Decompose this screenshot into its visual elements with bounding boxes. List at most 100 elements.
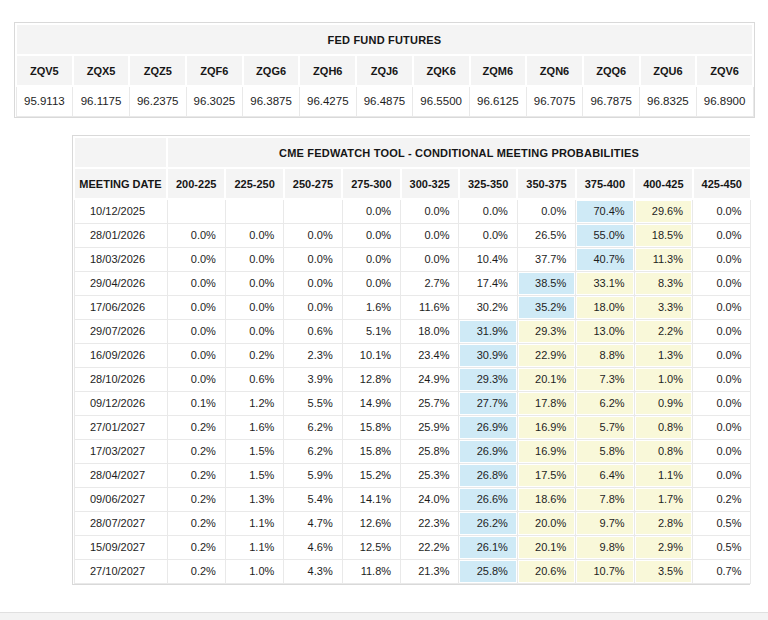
futures-price-cell: 96.7875 <box>583 86 640 116</box>
probability-cell: 15.2% <box>342 463 400 487</box>
probability-cell: 1.3% <box>225 487 283 511</box>
probability-cell: 16.9% <box>517 439 575 463</box>
probability-cell: 38.5% <box>517 271 575 295</box>
futures-symbol-header: ZQM6 <box>470 55 527 86</box>
meeting-row: 10/12/20250.0%0.0%0.0%0.0%70.4%29.6%0.0% <box>74 199 751 223</box>
probability-cell: 0.8% <box>634 439 692 463</box>
meeting-row: 09/06/20270.2%1.3%5.4%14.1%24.0%26.6%18.… <box>74 487 751 511</box>
probability-cell: 0.0% <box>167 319 225 343</box>
probability-cell: 0.0% <box>284 295 342 319</box>
probability-cell: 25.8% <box>401 439 459 463</box>
futures-price-cell: 96.3875 <box>243 86 300 116</box>
meeting-date-cell: 18/03/2026 <box>74 247 167 271</box>
fed-fund-futures-table: FED FUND FUTURES ZQV5ZQX5ZQZ5ZQF6ZQG6ZQH… <box>14 22 755 118</box>
probability-cell: 26.9% <box>459 415 517 439</box>
probability-cell: 4.6% <box>284 535 342 559</box>
meeting-date-cell: 28/10/2026 <box>74 367 167 391</box>
probability-cell: 7.8% <box>576 487 634 511</box>
probability-cell: 0.0% <box>167 367 225 391</box>
probability-cell: 20.6% <box>517 559 575 583</box>
probability-cell: 1.5% <box>225 439 283 463</box>
probability-cell: 35.2% <box>517 295 575 319</box>
probability-cell: 5.8% <box>576 439 634 463</box>
probability-cell: 29.3% <box>517 319 575 343</box>
probability-cell: 11.3% <box>634 247 692 271</box>
meeting-date-cell: 29/07/2026 <box>74 319 167 343</box>
probability-cell: 0.0% <box>225 223 283 247</box>
probability-cell: 1.1% <box>634 463 692 487</box>
probability-cell: 0.2% <box>167 559 225 583</box>
probability-cell: 30.9% <box>459 343 517 367</box>
probability-cell: 1.6% <box>225 415 283 439</box>
probability-cell: 26.1% <box>459 535 517 559</box>
probability-cell: 33.1% <box>576 271 634 295</box>
probability-cell: 6.2% <box>576 391 634 415</box>
probability-cell: 22.9% <box>517 343 575 367</box>
probability-cell: 0.0% <box>167 247 225 271</box>
probability-cell: 22.3% <box>401 511 459 535</box>
probability-cell: 1.6% <box>342 295 400 319</box>
probability-cell: 23.4% <box>401 343 459 367</box>
probability-cell: 6.2% <box>284 415 342 439</box>
probability-cell <box>225 199 283 223</box>
probability-cell: 11.8% <box>342 559 400 583</box>
probability-cell: 37.7% <box>517 247 575 271</box>
probability-cell: 1.3% <box>634 343 692 367</box>
meeting-row: 17/03/20270.2%1.5%6.2%15.8%25.8%26.9%16.… <box>74 439 751 463</box>
page: FED FUND FUTURES ZQV5ZQX5ZQZ5ZQF6ZQG6ZQH… <box>0 0 768 620</box>
futures-table-title: FED FUND FUTURES <box>16 24 753 55</box>
probability-cell: 15.8% <box>342 439 400 463</box>
futures-price-cell: 96.3025 <box>186 86 243 116</box>
futures-symbol-header: ZQV5 <box>16 55 73 86</box>
probability-cell: 1.0% <box>634 367 692 391</box>
probability-cell: 0.0% <box>401 247 459 271</box>
probability-cell: 18.0% <box>401 319 459 343</box>
probability-cell: 5.4% <box>284 487 342 511</box>
rate-range-header: 225-250 <box>225 168 283 199</box>
futures-table: FED FUND FUTURES ZQV5ZQX5ZQZ5ZQF6ZQG6ZQH… <box>15 23 754 117</box>
probability-cell: 1.5% <box>225 463 283 487</box>
futures-symbol-header: ZQJ6 <box>356 55 413 86</box>
fedwatch-title-row: CME FEDWATCH TOOL - CONDITIONAL MEETING … <box>74 137 751 168</box>
probability-cell: 24.9% <box>401 367 459 391</box>
probability-cell: 0.8% <box>634 415 692 439</box>
probability-cell: 0.2% <box>167 535 225 559</box>
probability-cell: 0.0% <box>225 295 283 319</box>
rate-range-header: 375-400 <box>576 168 634 199</box>
meeting-row: 27/01/20270.2%1.6%6.2%15.8%25.9%26.9%16.… <box>74 415 751 439</box>
meeting-row: 29/04/20260.0%0.0%0.0%0.0%2.7%17.4%38.5%… <box>74 271 751 295</box>
probability-cell: 17.4% <box>459 271 517 295</box>
probability-cell: 0.2% <box>167 439 225 463</box>
probability-cell: 8.8% <box>576 343 634 367</box>
probability-cell: 0.0% <box>693 271 751 295</box>
probability-cell: 26.9% <box>459 439 517 463</box>
probability-cell: 0.0% <box>284 271 342 295</box>
probability-cell: 11.6% <box>401 295 459 319</box>
probability-cell: 18.0% <box>576 295 634 319</box>
futures-price-cell: 95.9113 <box>16 86 73 116</box>
rate-range-header: 275-300 <box>342 168 400 199</box>
probability-cell: 0.0% <box>459 199 517 223</box>
probability-cell: 0.0% <box>284 247 342 271</box>
probability-cell: 24.0% <box>401 487 459 511</box>
futures-symbol-header: ZQZ5 <box>129 55 186 86</box>
probability-cell: 20.0% <box>517 511 575 535</box>
probability-cell: 55.0% <box>576 223 634 247</box>
futures-title-row: FED FUND FUTURES <box>16 24 753 55</box>
probability-cell: 0.0% <box>342 199 400 223</box>
meeting-row: 28/07/20270.2%1.1%4.7%12.6%22.3%26.2%20.… <box>74 511 751 535</box>
probability-cell: 0.2% <box>225 343 283 367</box>
probability-cell: 0.0% <box>693 343 751 367</box>
probability-cell: 0.2% <box>693 487 751 511</box>
probability-cell: 70.4% <box>576 199 634 223</box>
probability-cell: 0.0% <box>225 319 283 343</box>
probability-cell: 8.3% <box>634 271 692 295</box>
probability-cell: 0.0% <box>693 223 751 247</box>
rate-range-header: 300-325 <box>401 168 459 199</box>
probability-cell: 0.0% <box>401 223 459 247</box>
futures-symbol-header: ZQX5 <box>73 55 130 86</box>
probability-cell: 0.9% <box>634 391 692 415</box>
meeting-row: 09/12/20260.1%1.2%5.5%14.9%25.7%27.7%17.… <box>74 391 751 415</box>
probability-cell: 0.0% <box>693 295 751 319</box>
rate-range-header: 425-450 <box>693 168 751 199</box>
